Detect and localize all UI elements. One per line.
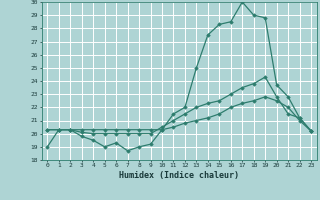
X-axis label: Humidex (Indice chaleur): Humidex (Indice chaleur): [119, 171, 239, 180]
